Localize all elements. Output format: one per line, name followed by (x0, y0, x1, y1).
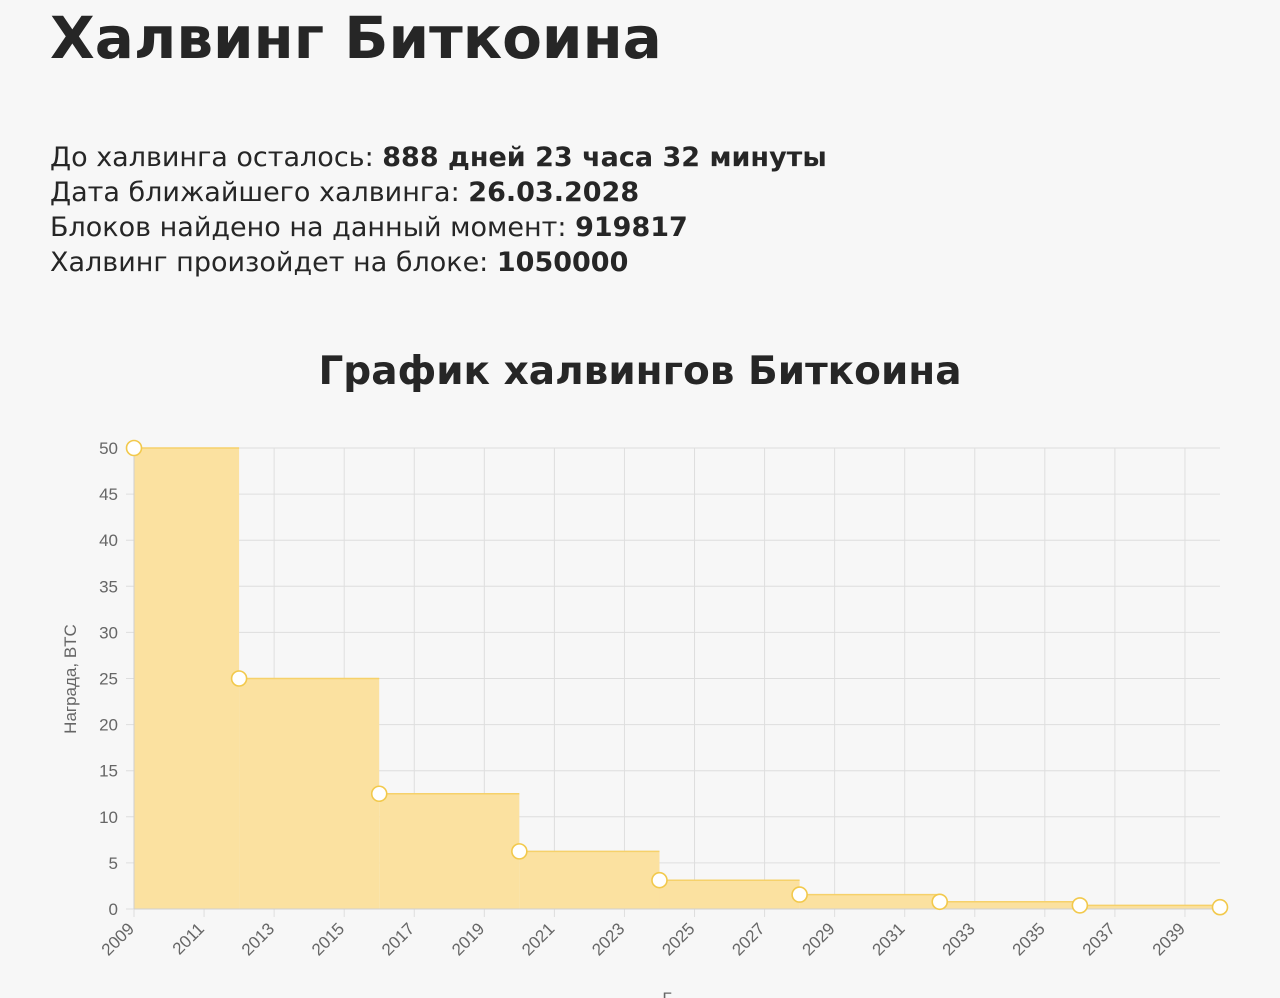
y-tick-label: 30 (99, 623, 118, 642)
x-tick-label: 2023 (588, 919, 628, 959)
y-tick-label: 5 (109, 854, 118, 873)
y-tick-label: 50 (99, 439, 118, 458)
reward-step-area (939, 901, 1080, 909)
reward-data-point (1071, 897, 1089, 914)
y-tick-label: 35 (99, 577, 118, 596)
halving-info: До халвинга осталось: 888 дней 23 часа 3… (50, 140, 827, 280)
countdown-row: До халвинга осталось: 888 дней 23 часа 3… (50, 140, 827, 175)
reward-data-point (511, 843, 528, 860)
x-tick-label: 2025 (658, 919, 698, 959)
y-tick-label: 25 (99, 670, 118, 689)
x-axis-title: Г (662, 989, 671, 998)
x-tick-label: 2019 (448, 919, 488, 959)
y-tick-label: 10 (99, 808, 118, 827)
reward-step-area (379, 793, 520, 909)
next-halving-date-value: 26.03.2028 (468, 177, 640, 208)
x-tick-label: 2015 (308, 919, 348, 959)
reward-step-area (1079, 905, 1220, 909)
y-tick-label: 45 (99, 485, 118, 504)
y-tick-label: 0 (109, 900, 118, 919)
blocks-found-label: Блоков найдено на данный момент: (50, 212, 567, 243)
x-tick-label: 2029 (798, 919, 838, 959)
x-tick-label: 2033 (939, 919, 979, 959)
countdown-value: 888 дней 23 часа 32 минуты (382, 142, 827, 173)
halving-block-label: Халвинг произойдет на блоке: (50, 247, 489, 278)
x-tick-label: 2013 (238, 919, 278, 959)
countdown-label: До халвинга осталось: (50, 142, 374, 173)
next-halving-date-label: Дата ближайшего халвинга: (50, 177, 460, 208)
reward-step-area (799, 894, 940, 909)
chart-area-layer (134, 447, 1220, 909)
reward-data-point (230, 670, 248, 687)
x-tick-label: 2035 (1009, 919, 1049, 959)
reward-data-point (125, 439, 143, 457)
x-tick-label: 2017 (378, 919, 418, 959)
x-tick-label: 2011 (169, 919, 208, 958)
x-tick-label: 2037 (1079, 919, 1119, 959)
reward-data-point (791, 886, 808, 903)
reward-step-area (239, 678, 380, 909)
reward-data-point (370, 785, 388, 803)
blocks-found-row: Блоков найдено на данный момент: 919817 (50, 210, 827, 245)
reward-data-point (651, 871, 668, 889)
x-tick-label: 2021 (518, 919, 558, 959)
blocks-found-value: 919817 (575, 212, 688, 243)
page-title: Халвинг Биткоина (50, 4, 662, 72)
reward-step-area (519, 851, 660, 909)
x-tick-label: 2039 (1149, 919, 1189, 959)
next-halving-date-row: Дата ближайшего халвинга: 26.03.2028 (50, 175, 827, 210)
reward-data-point (931, 893, 949, 911)
reward-step-area (134, 448, 240, 909)
y-axis-title: Награда, BTC (61, 624, 80, 734)
x-tick-label: 2031 (869, 919, 909, 959)
chart-title: График халвингов Биткоина (318, 349, 962, 394)
x-tick-label: 2009 (98, 919, 138, 959)
y-tick-label: 15 (99, 762, 118, 781)
reward-step-area (659, 880, 800, 909)
y-tick-label: 20 (99, 716, 118, 735)
y-tick-label: 40 (99, 531, 118, 550)
halving-block-row: Халвинг произойдет на блоке: 1050000 (50, 245, 827, 280)
halving-block-value: 1050000 (496, 247, 629, 278)
x-tick-label: 2027 (728, 919, 768, 959)
chart-points-layer (125, 439, 1229, 916)
reward-data-point (1211, 898, 1229, 916)
